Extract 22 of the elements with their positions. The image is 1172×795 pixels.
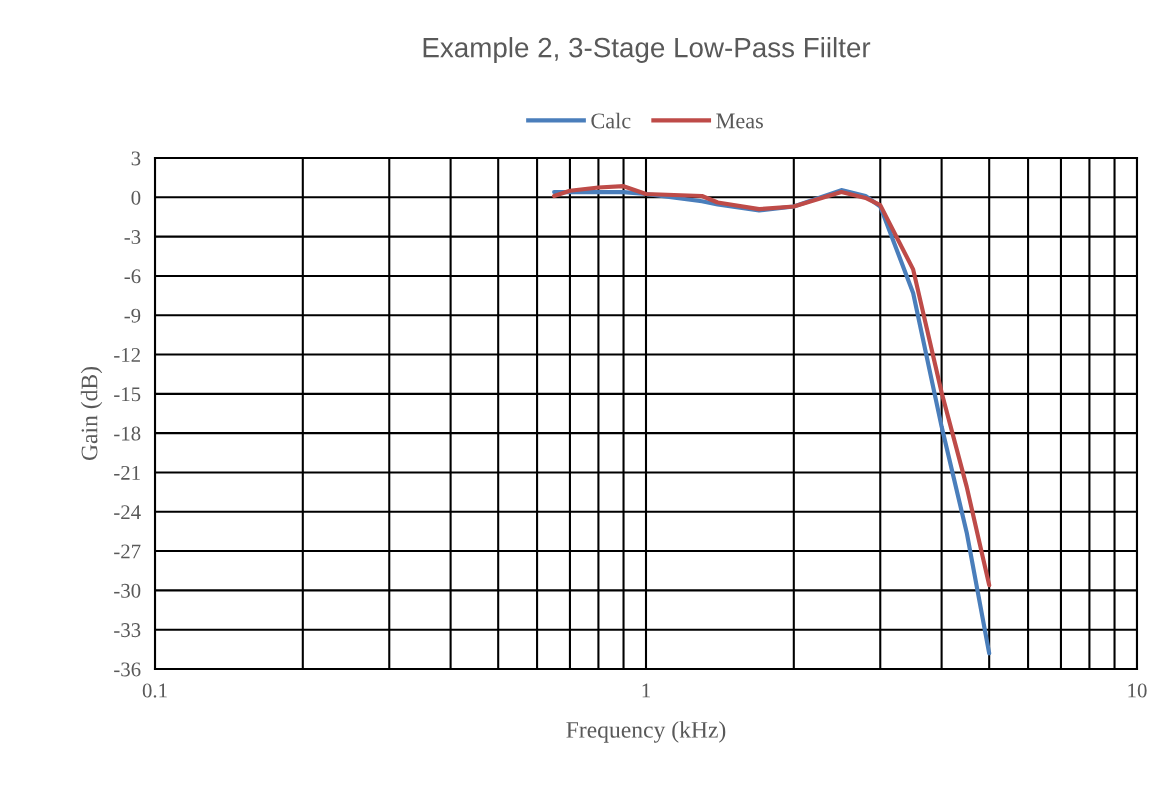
y-tick-label: 3: [131, 151, 141, 166]
x-axis-title: Frequency (kHz): [566, 721, 726, 743]
x-tick-label: 10: [1128, 683, 1147, 698]
y-tick-label: 0: [131, 190, 141, 205]
legend-label: Meas: [716, 113, 763, 129]
y-axis-title: Gain (dB): [80, 367, 103, 461]
y-tick-label: -9: [124, 308, 141, 323]
y-tick-label: -21: [114, 465, 140, 480]
chart-title: Example 2, 3-Stage Low-Pass Fiilter: [423, 37, 871, 63]
legend-label: Calc: [591, 112, 631, 129]
y-tick-label: -12: [114, 347, 140, 362]
x-tick-label: 1: [642, 683, 650, 698]
y-tick-label: -18: [114, 426, 141, 441]
y-tick-label: -3: [124, 230, 141, 245]
y-tick-label: -27: [114, 544, 141, 559]
y-tick-label: -6: [124, 269, 141, 284]
y-tick-label: -30: [114, 583, 141, 598]
y-tick-label: -15: [114, 387, 141, 402]
x-tick-label: 0.1: [142, 683, 167, 698]
y-tick-label: -33: [114, 623, 141, 638]
y-tick-label: -36: [114, 662, 141, 677]
y-tick-label: -24: [114, 505, 141, 519]
